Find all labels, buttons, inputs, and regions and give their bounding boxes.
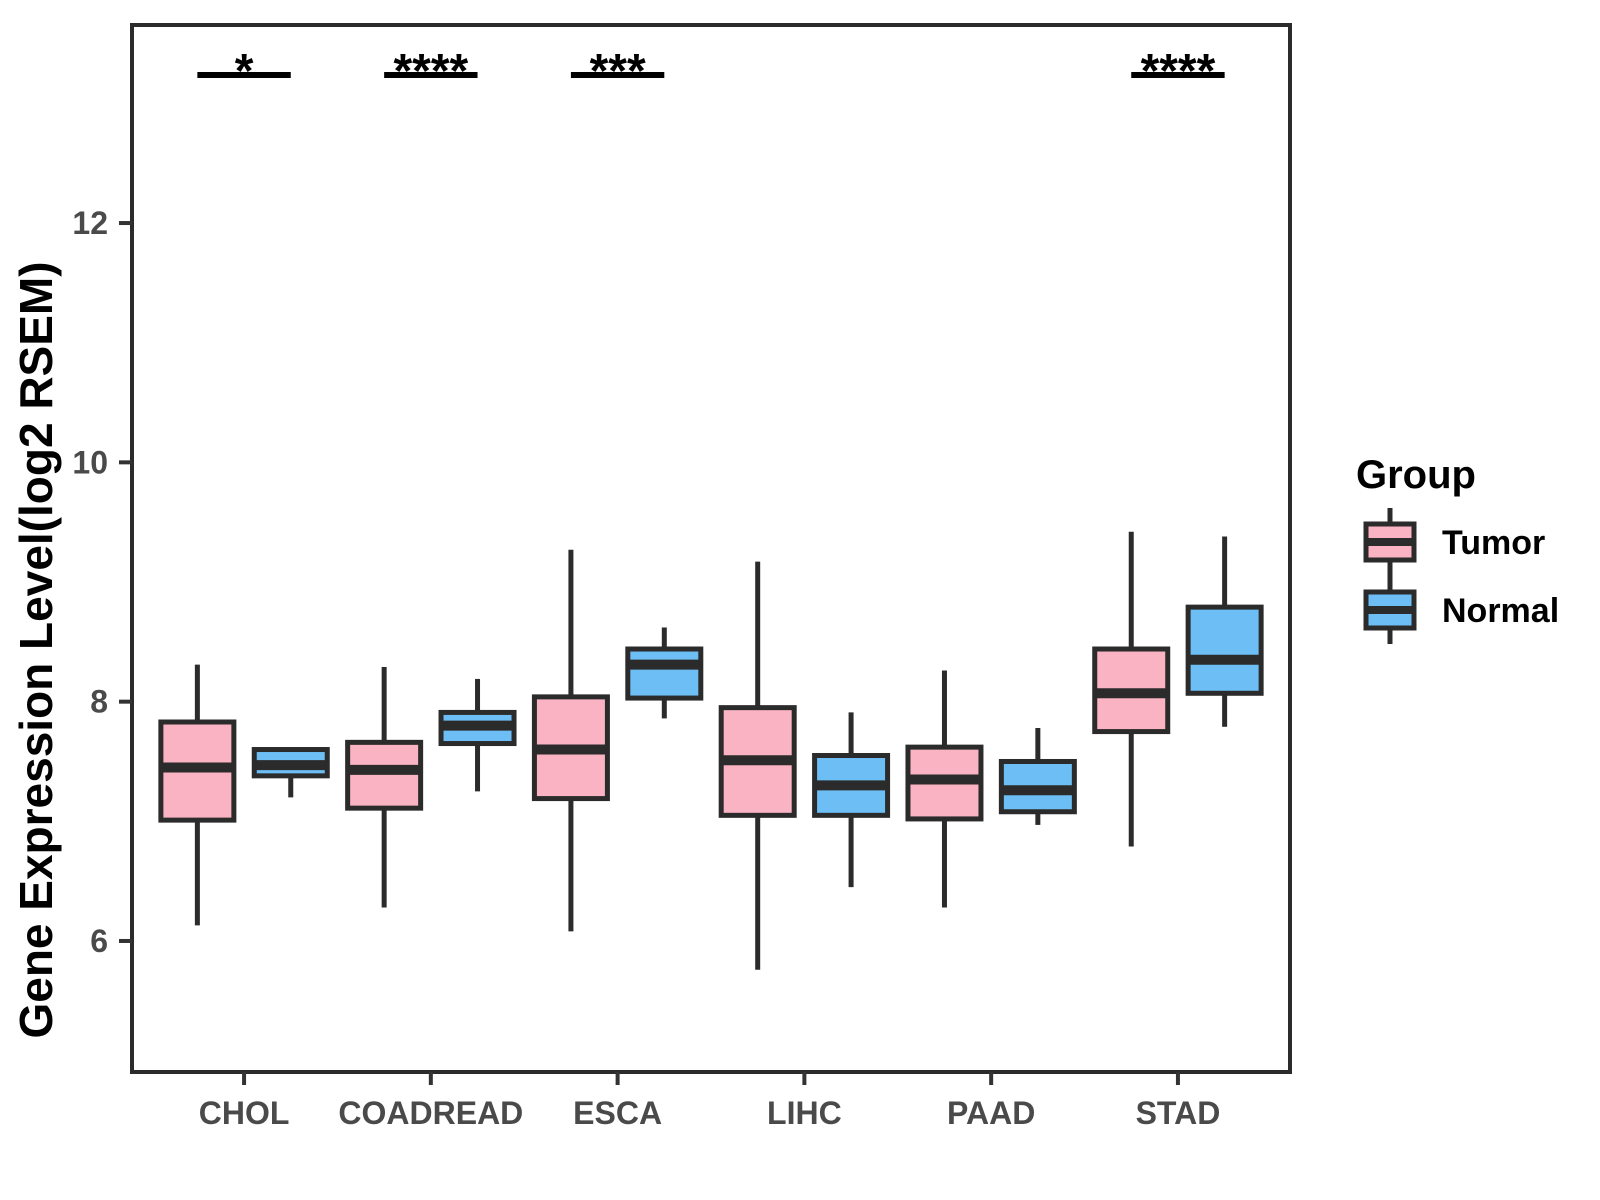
significance-annotation-coadread: **** <box>384 45 478 98</box>
x-tick-label: PAAD <box>947 1095 1035 1131</box>
box-esca-tumor <box>531 549 610 932</box>
panel-border <box>130 23 1292 1074</box>
significance-annotation-stad: **** <box>1131 45 1225 98</box>
significance-stars: *** <box>590 45 646 98</box>
significance-stars: * <box>235 45 254 98</box>
box-chol-tumor <box>158 664 237 926</box>
y-axis-title: Gene Expression Level(log2 RSEM) <box>10 261 62 1038</box>
box-esca-normal <box>625 627 704 719</box>
x-tick-label: STAD <box>1136 1095 1221 1131</box>
legend-entry-normal: Normal <box>1363 576 1559 644</box>
legend-label: Normal <box>1442 592 1559 630</box>
y-tick-label: 10 <box>72 444 108 480</box>
box-stad-tumor <box>1092 531 1171 847</box>
iqr-box <box>345 739 424 811</box>
iqr-box <box>625 646 704 701</box>
legend-label: Tumor <box>1442 524 1545 562</box>
significance-stars: **** <box>393 45 468 98</box>
y-tick-label: 12 <box>72 205 108 241</box>
x-tick-label: CHOL <box>199 1095 290 1131</box>
iqr-box <box>1185 604 1264 696</box>
box-coadread-tumor <box>345 666 424 908</box>
x-tick-label: COADREAD <box>338 1095 523 1131</box>
legend-entry-tumor: Tumor <box>1363 508 1545 576</box>
box-lihc-tumor <box>718 561 797 970</box>
box-paad-normal <box>998 727 1077 825</box>
significance-annotation-chol: * <box>197 45 291 98</box>
box-coadread-normal <box>438 678 517 792</box>
y-tick-label: 6 <box>90 923 108 959</box>
significance-annotation-esca: *** <box>570 45 665 98</box>
legend: Group Tumor Normal <box>1356 453 1559 644</box>
box-chol-normal <box>251 747 330 798</box>
significance-stars: **** <box>1141 45 1216 98</box>
box-lihc-normal <box>812 712 891 888</box>
x-tick-label: ESCA <box>573 1095 662 1131</box>
y-tick-label: 8 <box>90 684 108 720</box>
x-tick-label: LIHC <box>767 1095 842 1131</box>
box-paad-tumor <box>905 670 984 908</box>
box-stad-normal <box>1185 536 1264 727</box>
legend-title: Group <box>1356 453 1476 497</box>
